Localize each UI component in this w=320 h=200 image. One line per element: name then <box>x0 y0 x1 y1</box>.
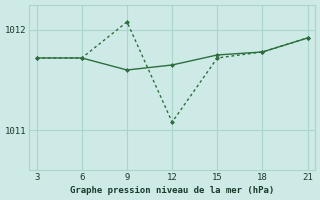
X-axis label: Graphe pression niveau de la mer (hPa): Graphe pression niveau de la mer (hPa) <box>70 186 274 195</box>
